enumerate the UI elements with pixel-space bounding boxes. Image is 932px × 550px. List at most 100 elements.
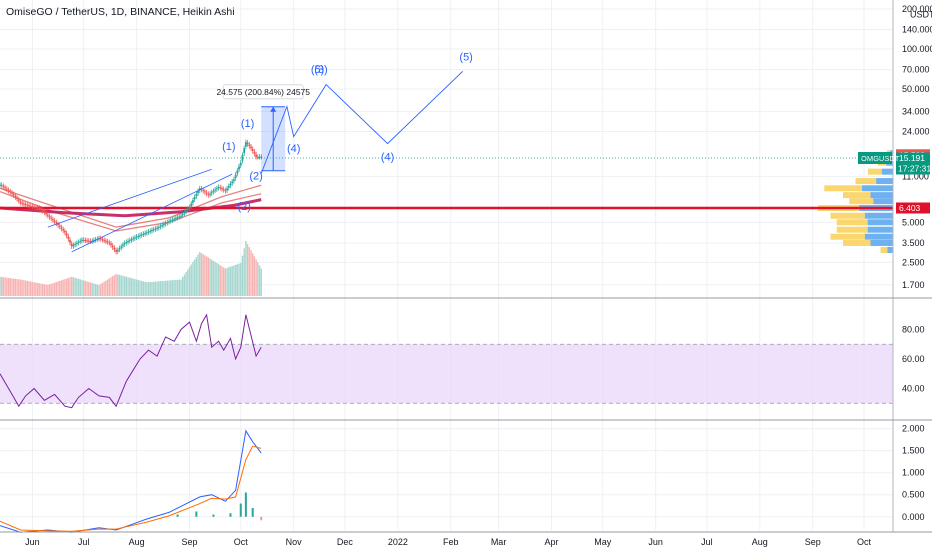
volume-bar — [132, 278, 134, 296]
signal-line — [0, 445, 262, 532]
symbol-tag-bg — [858, 152, 892, 165]
macd-pane — [0, 429, 263, 533]
candle-body — [113, 247, 116, 250]
candle-body — [16, 197, 18, 200]
volume-profile-bar — [870, 192, 893, 199]
candle-body — [222, 189, 225, 191]
volume-profile-bar — [849, 198, 874, 205]
volume-bar — [231, 266, 233, 296]
volume-bar — [9, 278, 11, 296]
x-tick-label: May — [594, 537, 612, 547]
wave-label: (4) — [287, 143, 300, 155]
x-tick-label: Feb — [443, 537, 459, 547]
candle-body — [28, 205, 30, 207]
x-tick-label: Apr — [545, 537, 559, 547]
candle-body — [23, 203, 25, 205]
candle-body — [234, 174, 237, 179]
candle-body — [154, 228, 157, 230]
volume-bar — [24, 280, 27, 296]
volume-bar — [28, 281, 30, 296]
candle-body — [87, 240, 90, 242]
candle-body — [159, 226, 162, 228]
volume-bar — [76, 278, 78, 296]
volume-bar — [217, 264, 220, 296]
volume-bar — [199, 252, 201, 296]
candle-body — [33, 206, 36, 208]
volume-bar — [181, 277, 184, 296]
volume-bar — [238, 263, 240, 296]
candle-body — [205, 192, 208, 194]
candle-body — [106, 241, 109, 243]
volume-bar — [64, 279, 66, 296]
candle-body — [178, 216, 181, 218]
volume-bar — [183, 274, 186, 296]
x-tick-label: Mar — [491, 537, 507, 547]
candle-body — [81, 239, 83, 241]
candle-body — [241, 155, 244, 161]
last-price-tag-bg — [896, 152, 930, 175]
candle-body — [255, 154, 258, 157]
candle-body — [139, 235, 141, 237]
candle-body — [89, 241, 92, 243]
candle-body — [120, 246, 123, 248]
volume-bar — [48, 284, 51, 296]
volume-bar — [144, 281, 146, 296]
candle-body — [14, 195, 17, 198]
volume-bar — [93, 283, 95, 296]
volume-bar — [236, 264, 239, 296]
volume-bar — [151, 281, 153, 296]
candle-body — [145, 232, 148, 234]
candle-body — [163, 224, 165, 226]
volume-bar — [166, 280, 169, 296]
volume-bar — [122, 275, 124, 296]
candle-body — [195, 193, 198, 197]
candle-body — [128, 240, 131, 242]
volume-bar — [38, 283, 40, 296]
candle-body — [168, 221, 170, 223]
volume-bar — [77, 278, 80, 296]
channel-line — [71, 173, 233, 253]
volume-bar — [135, 279, 138, 296]
price-tick-label: 5.000 — [902, 217, 925, 227]
candle-body — [26, 204, 29, 206]
candle-body — [181, 213, 184, 216]
candle-body — [142, 233, 145, 235]
candle-body — [0, 184, 1, 186]
wave-label: (2) — [237, 201, 250, 213]
volume-bar — [11, 278, 13, 296]
volume-bar — [105, 280, 107, 296]
rsi-pane — [0, 313, 893, 409]
rsi-tick-label: 40.00 — [902, 384, 925, 394]
candle-body — [203, 191, 206, 193]
candle-body — [260, 156, 263, 158]
volume-bar — [193, 259, 196, 296]
candle-body — [144, 233, 147, 235]
wave-label: (3) — [314, 64, 327, 76]
volume-bar — [86, 281, 88, 296]
volume-bar — [94, 283, 97, 296]
volume-bar — [57, 281, 59, 296]
drawings[interactable]: 24.575 (200.84%) 24575 (1) (1) (2) (2) (4) (5)… — [47, 51, 473, 253]
candle-body — [190, 203, 193, 207]
support-price-tag-bg — [896, 202, 930, 214]
candle-body — [174, 218, 177, 220]
rsi-tick-label: 60.00 — [902, 354, 925, 364]
volume-profile-bar — [870, 239, 893, 246]
candle-body — [86, 240, 88, 242]
volume-bar — [149, 281, 151, 296]
candle-body — [164, 223, 167, 225]
wave-label: (2) — [249, 170, 262, 182]
candle-body — [12, 194, 15, 196]
macd-histogram-bar — [244, 492, 247, 517]
volume-bar — [178, 279, 180, 296]
volume-bar — [103, 281, 105, 296]
candle-body — [17, 199, 20, 201]
candle-body — [46, 214, 49, 216]
moving-average-line — [0, 184, 262, 228]
volume-bar — [106, 279, 109, 296]
volume-bar — [209, 258, 211, 296]
volume-bar — [192, 262, 194, 296]
x-tick-label: Jun — [648, 537, 663, 547]
candle-body — [122, 244, 124, 246]
